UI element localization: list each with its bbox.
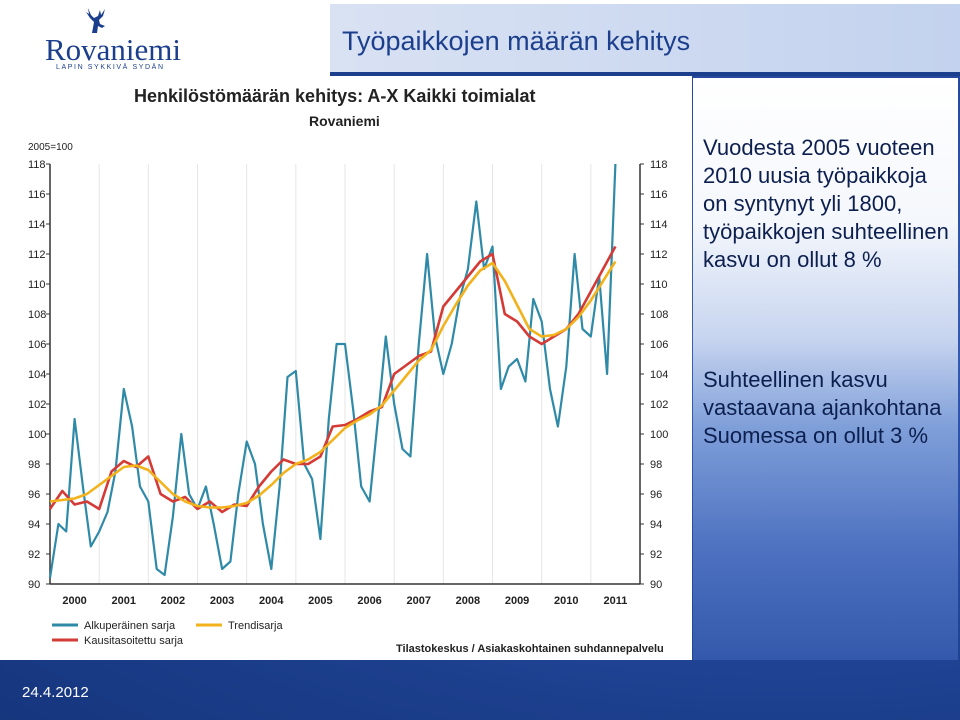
y-tick-label-left: 94 [28, 519, 40, 531]
y-tick-label-right: 118 [650, 159, 668, 171]
series-lines [48, 163, 617, 579]
title-bar: Työpaikkojen määrän kehitys [330, 4, 960, 76]
x-tick-label: 2009 [505, 595, 529, 607]
x-tick-label: 2010 [554, 595, 578, 607]
y-tick-label-right: 104 [650, 369, 668, 381]
y-tick-label-left: 108 [28, 309, 46, 321]
x-tick-labels: 2000 2001 2002 2003 2004 2005 2006 2007 2008 2009… [62, 595, 627, 607]
slide-title: Työpaikkojen määrän kehitys [342, 26, 691, 56]
x-tick-label: 2002 [161, 595, 185, 607]
y-tick-label-right: 110 [650, 279, 668, 291]
y-tick-label-left: 110 [28, 279, 46, 291]
y-tick-label-left: 116 [28, 189, 46, 201]
y-tick-labels-left: 90 92 94 96 98 100 102 104 106 108 110 112 114 116 118 [28, 159, 46, 591]
x-tick-label: 2007 [407, 595, 431, 607]
y-tick-label-left: 114 [28, 219, 46, 231]
rovaniemi-logo: Rovaniemi LAPIN SYKKIVÄ SYDÄN [12, 4, 202, 72]
y-tick-label-right: 102 [650, 399, 668, 411]
y-tick-label-left: 118 [28, 159, 46, 171]
employment-chart: Henkilöstömäärän kehitys: A-X Kaikki toi… [28, 86, 668, 655]
y-tick-label-right: 96 [650, 489, 662, 501]
x-tick-label: 2004 [259, 595, 284, 607]
y-tick-labels-right: 90 92 94 96 98 100 102 104 106 108 110 112 114 116 118 [650, 159, 668, 591]
series-line-trend [49, 260, 617, 509]
y-tick-label-right: 114 [650, 219, 668, 231]
y-tick-label-left: 112 [28, 249, 46, 261]
side-paragraph-growth: Vuodesta 2005 vuoteen 2010 uusia työpaik… [703, 135, 949, 272]
series-line-original [48, 163, 617, 579]
x-tick-label: 2006 [357, 595, 381, 607]
x-tick-label: 2001 [112, 595, 136, 607]
y-tick-label-left: 90 [28, 579, 40, 591]
y-tick-label-right: 108 [650, 309, 668, 321]
y-tick-label-left: 100 [28, 429, 46, 441]
y-tick-label-left: 104 [28, 369, 46, 381]
y-tick-label-right: 98 [650, 459, 662, 471]
x-tick-label: 2003 [210, 595, 234, 607]
y-tick-label-right: 92 [650, 549, 662, 561]
legend-label-adjusted: Kausitasoitettu sarja [84, 635, 184, 647]
footer-date: 24.4.2012 [22, 684, 89, 701]
y-tick-label-right: 116 [650, 189, 668, 201]
y-tick-label-right: 94 [650, 519, 662, 531]
side-text-panel: Vuodesta 2005 vuoteen 2010 uusia työpaik… [693, 78, 958, 660]
y-tick-label-left: 96 [28, 489, 40, 501]
y-tick-label-left: 102 [28, 399, 46, 411]
x-tick-label: 2011 [603, 595, 627, 607]
grid [49, 164, 592, 584]
y-tick-label-right: 100 [650, 429, 668, 441]
side-paragraph-finland: Suhteellinen kasvu vastaavana ajankohtan… [703, 367, 942, 448]
y-tick-label-left: 98 [28, 459, 40, 471]
y-tick-label-right: 106 [650, 339, 668, 351]
y-tick-label-right: 90 [650, 579, 662, 591]
axes [46, 163, 644, 585]
chart-source: Tilastokeskus / Asiakaskohtainen suhdann… [396, 643, 664, 655]
logo-tagline: LAPIN SYKKIVÄ SYDÄN [56, 64, 165, 71]
index-base-label: 2005=100 [28, 142, 73, 153]
legend-label-trend: Trendisarja [228, 620, 283, 632]
slide-footer: 24.4.2012 [0, 662, 960, 720]
y-tick-label-right: 112 [650, 249, 668, 261]
x-tick-label: 2008 [456, 595, 480, 607]
chart-panel: Henkilöstömäärän kehitys: A-X Kaikki toi… [0, 76, 692, 660]
slide-header: Rovaniemi LAPIN SYKKIVÄ SYDÄN Työpaikkoj… [0, 0, 960, 76]
chart-subtitle: Rovaniemi [309, 113, 380, 129]
legend-label-original: Alkuperäinen sarja [84, 620, 176, 632]
x-tick-label: 2000 [62, 595, 86, 607]
logo-wordmark: Rovaniemi [45, 32, 182, 67]
chart-title: Henkilöstömäärän kehitys: A-X Kaikki toi… [134, 86, 535, 106]
y-tick-label-left: 106 [28, 339, 46, 351]
reindeer-logo-icon [86, 8, 105, 33]
x-tick-label: 2005 [308, 595, 332, 607]
series-line-adjusted [48, 245, 617, 514]
chart-legend: Alkuperäinen sarja Kausitasoitettu sarja… [52, 620, 283, 647]
y-tick-label-left: 92 [28, 549, 40, 561]
